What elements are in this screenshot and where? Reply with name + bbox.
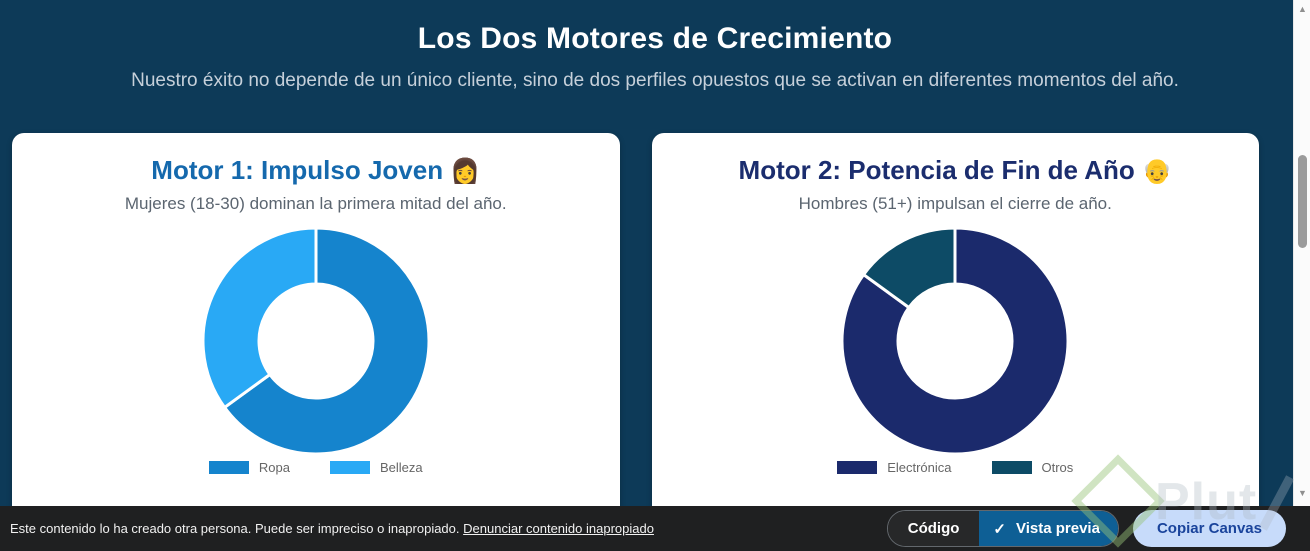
chart-legend-motor-2: Electrónica Otros xyxy=(652,460,1260,475)
scrollbar-down-arrow-icon[interactable]: ▼ xyxy=(1298,488,1307,498)
card-title-motor-2: Motor 2: Potencia de Fin de Año 👴 xyxy=(738,155,1172,185)
view-mode-toggle: Código ✓ Vista previa xyxy=(886,510,1119,547)
page-subtitle: Nuestro éxito no depende de un único cli… xyxy=(131,70,1179,91)
preview-tab-label: Vista previa xyxy=(1016,520,1100,537)
card-subtitle-motor-2: Hombres (51+) impulsan el cierre de año. xyxy=(798,194,1112,213)
disclaimer-text: Este contenido lo ha creado otra persona… xyxy=(10,521,460,536)
legend-label: Belleza xyxy=(379,460,423,475)
donut-chart-motor-1 xyxy=(12,226,620,456)
code-tab-button[interactable]: Código xyxy=(887,511,980,546)
legend-item-otros[interactable]: Otros xyxy=(991,460,1074,475)
footer-bar: Este contenido lo ha creado otra persona… xyxy=(0,506,1310,551)
donut-slice-electrónica[interactable] xyxy=(840,226,1070,456)
card-motor-2: Motor 2: Potencia de Fin de Año 👴 Hombre… xyxy=(651,133,1260,551)
preview-tab-button[interactable]: ✓ Vista previa xyxy=(979,511,1118,546)
legend-swatch-icon xyxy=(208,461,249,474)
legend-item-electrónica[interactable]: Electrónica xyxy=(837,460,952,475)
woman-emoji: 👩 xyxy=(450,158,481,185)
report-content-link[interactable]: Denunciar contenido inapropiado xyxy=(463,521,654,536)
page-header: Los Dos Motores de Crecimiento Nuestro é… xyxy=(0,0,1310,92)
old-man-emoji: 👴 xyxy=(1142,158,1172,185)
cards-row: Motor 1: Impulso Joven 👩 Mujeres (18-30)… xyxy=(12,133,1259,551)
legend-item-ropa[interactable]: Ropa xyxy=(208,460,290,475)
legend-swatch-icon xyxy=(837,461,878,474)
legend-item-belleza[interactable]: Belleza xyxy=(329,460,423,475)
donut-slice-ropa[interactable] xyxy=(222,226,431,456)
scrollbar-thumb[interactable] xyxy=(1298,155,1307,248)
vertical-scrollbar[interactable]: ▲ ▼ xyxy=(1293,0,1310,551)
scrollbar-up-arrow-icon[interactable]: ▲ xyxy=(1298,4,1307,14)
copy-canvas-button[interactable]: Copiar Canvas xyxy=(1132,510,1286,547)
card-motor-1: Motor 1: Impulso Joven 👩 Mujeres (18-30)… xyxy=(12,133,620,551)
page-title: Los Dos Motores de Crecimiento xyxy=(417,22,893,55)
donut-svg-motor-2 xyxy=(840,226,1070,456)
content-disclaimer: Este contenido lo ha creado otra persona… xyxy=(10,521,654,536)
legend-label: Ropa xyxy=(258,460,290,475)
checkmark-icon: ✓ xyxy=(993,520,1006,538)
donut-svg-motor-1 xyxy=(201,226,431,456)
legend-swatch-icon xyxy=(329,461,370,474)
chart-legend-motor-1: Ropa Belleza xyxy=(12,460,620,475)
card-subtitle-motor-1: Mujeres (18-30) dominan la primera mitad… xyxy=(124,194,507,213)
donut-slice-otros[interactable] xyxy=(861,226,957,310)
legend-label: Otros xyxy=(1041,460,1074,475)
legend-label: Electrónica xyxy=(887,460,952,475)
donut-slice-belleza[interactable] xyxy=(201,226,318,410)
donut-chart-motor-2 xyxy=(652,226,1260,456)
footer-controls: Código ✓ Vista previa Copiar Canvas xyxy=(886,510,1300,547)
legend-swatch-icon xyxy=(991,461,1032,474)
card-title-motor-1: Motor 1: Impulso Joven 👩 xyxy=(151,155,481,185)
